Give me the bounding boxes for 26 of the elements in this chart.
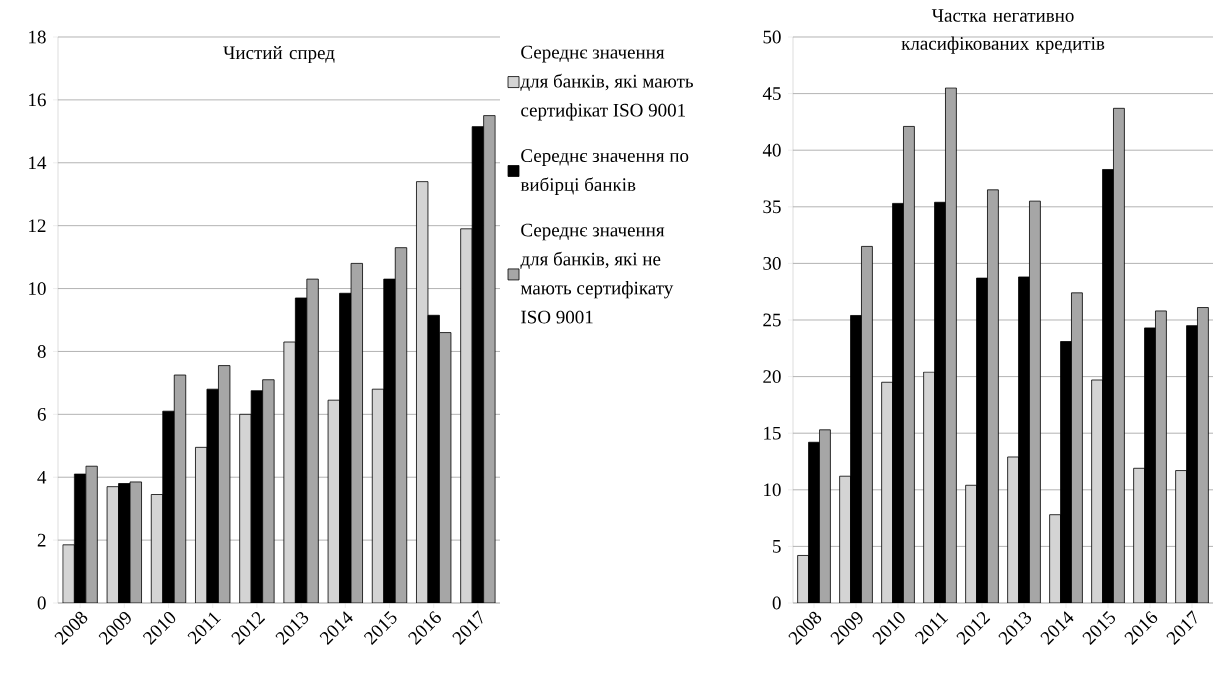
legend-label: Середнє значення для банків, які не мають сертифікату ISO 9001 — [520, 223, 674, 324]
y-tick-label: 5 — [773, 540, 781, 553]
y-tick-label: 10 — [764, 483, 781, 497]
y-tick-label: 16 — [29, 93, 46, 107]
y-tick-label: 20 — [763, 370, 781, 384]
y-tick-label: 14 — [29, 156, 47, 170]
y-tick-label: 10 — [29, 282, 46, 295]
y-tick-label: 8 — [37, 345, 46, 358]
y-tick-label: 0 — [772, 596, 781, 610]
y-tick-label: 18 — [29, 30, 46, 44]
y-tick-label: 0 — [37, 596, 46, 610]
y-tick-label: 35 — [763, 200, 781, 214]
y-tick-label: 30 — [763, 257, 781, 270]
y-tick-label: 6 — [37, 407, 46, 421]
legend-label: Середнє значення для банків, які мають сертифікат ISO 9001 — [520, 45, 693, 121]
chart-title: Частка негативно класифікованих кредитів — [901, 9, 1105, 54]
y-tick-label: 25 — [763, 313, 781, 327]
y-tick-label: 4 — [37, 470, 47, 484]
chart-title: Чистий спред — [223, 46, 335, 64]
y-tick-label: 50 — [763, 30, 781, 44]
y-tick-label: 45 — [762, 87, 781, 100]
y-tick-label: 40 — [762, 143, 781, 157]
legend-label: Середнє значення по вибірці банків — [520, 149, 689, 195]
y-tick-label: 12 — [29, 219, 46, 232]
y-tick-label: 2 — [37, 533, 46, 547]
y-tick-label: 15 — [764, 426, 781, 440]
